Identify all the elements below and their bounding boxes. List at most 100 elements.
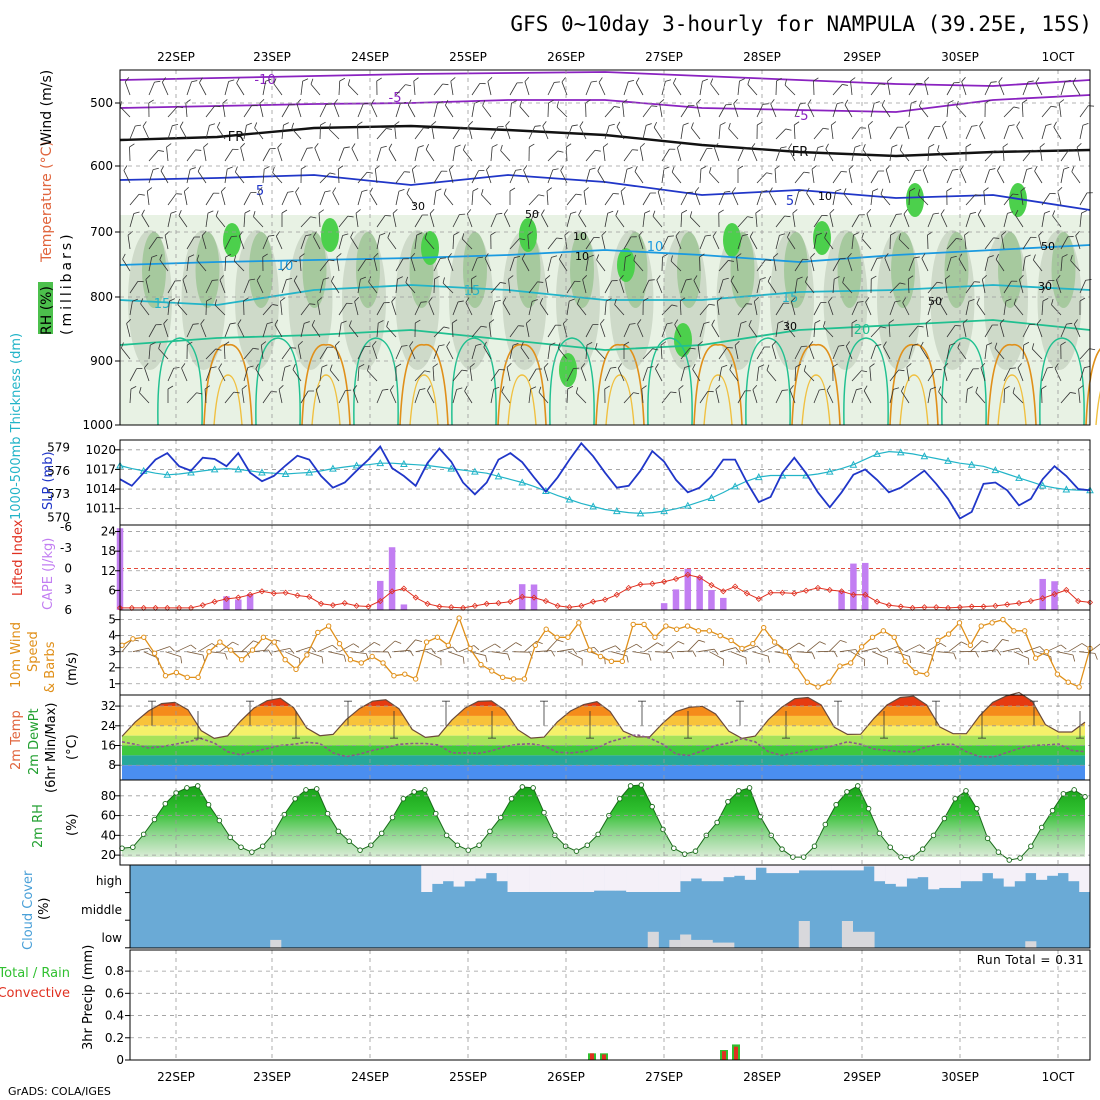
wind-barb-flag bbox=[538, 194, 545, 197]
wind-barb bbox=[634, 166, 644, 184]
wind-barb bbox=[832, 344, 845, 360]
wind-barb-shaft bbox=[129, 301, 133, 316]
wind-barb-shaft bbox=[319, 104, 327, 118]
wind-barb-flag bbox=[660, 341, 667, 346]
thickness-marker bbox=[731, 482, 739, 490]
wind-speed-marker bbox=[358, 660, 364, 666]
wind-barb-shaft bbox=[946, 345, 951, 360]
wind-barb-shaft bbox=[433, 103, 438, 118]
wind-barb-flag bbox=[747, 216, 754, 219]
wind-barb bbox=[161, 77, 169, 96]
wind-barb bbox=[129, 193, 145, 206]
wind-barb-shaft bbox=[623, 81, 629, 96]
wind-barb-flag bbox=[643, 297, 649, 302]
wind-barb-shaft bbox=[146, 191, 150, 206]
wind-barb-flag bbox=[903, 209, 908, 215]
wind-barb bbox=[167, 367, 180, 382]
wind-barb-flag bbox=[585, 99, 591, 104]
barb-flag bbox=[677, 641, 685, 645]
wind-barb bbox=[481, 189, 492, 206]
wind-barb-shaft bbox=[164, 235, 169, 250]
wind-barb bbox=[452, 126, 467, 140]
wind-barb-shaft bbox=[395, 258, 404, 272]
wind-barb bbox=[490, 386, 500, 404]
wind-barb bbox=[319, 103, 332, 118]
wind-barb-flag bbox=[942, 121, 947, 127]
wind-barb bbox=[883, 341, 891, 360]
temp-contour-25 bbox=[399, 344, 449, 426]
wind-barb bbox=[794, 258, 809, 272]
wind-barb-flag bbox=[185, 99, 191, 104]
wind-barb-shaft bbox=[486, 169, 492, 184]
wind-barb-flag bbox=[1064, 79, 1071, 82]
wind-barb-shaft bbox=[927, 301, 933, 316]
wind-barb-shaft bbox=[129, 194, 140, 206]
wind-barb bbox=[357, 189, 368, 206]
wind-barb bbox=[805, 276, 815, 294]
wind-barb bbox=[427, 385, 435, 404]
wind-barb-shaft bbox=[1020, 191, 1024, 206]
wind-barb-flag bbox=[765, 259, 772, 261]
wind-barb-shaft bbox=[813, 302, 821, 316]
rh-marker bbox=[887, 844, 893, 850]
wind-barb bbox=[452, 387, 463, 404]
wind-barb bbox=[315, 385, 321, 404]
tick-label: 600 bbox=[90, 159, 113, 173]
wind-barb bbox=[565, 143, 572, 162]
wind-barb bbox=[1033, 254, 1043, 272]
wind-barb bbox=[566, 124, 578, 140]
wind-barb bbox=[756, 121, 763, 140]
wind-barb-flag bbox=[472, 188, 479, 192]
wind-barb bbox=[528, 368, 543, 382]
wind-barb bbox=[730, 275, 739, 294]
wind-barb-shaft bbox=[243, 192, 251, 206]
wind-barb-flag bbox=[215, 210, 219, 217]
wind-barb-shaft bbox=[471, 257, 478, 272]
wind-barb-shaft bbox=[787, 237, 796, 250]
wind-barb-shaft bbox=[148, 81, 155, 96]
barb-shaft bbox=[970, 640, 983, 652]
wind-barb-flag bbox=[428, 297, 433, 303]
wind-barb-shaft bbox=[946, 103, 949, 118]
barb-flag bbox=[767, 656, 770, 663]
wind-barb-flag bbox=[309, 303, 316, 305]
wind-barb bbox=[661, 253, 668, 272]
wind-barb bbox=[766, 364, 777, 382]
lifted-index-marker bbox=[649, 580, 656, 587]
wind-barb bbox=[598, 77, 606, 96]
cloud-layer-label: middle bbox=[81, 903, 122, 917]
barb-flag bbox=[409, 650, 414, 657]
wind-barb-flag bbox=[787, 231, 791, 238]
wind-barb-shaft bbox=[148, 237, 158, 250]
wind-barb bbox=[946, 238, 962, 250]
wind-barb bbox=[965, 368, 979, 382]
cloud-high-gap bbox=[453, 865, 465, 887]
wind-barb bbox=[262, 78, 272, 96]
wind-barb-flag bbox=[194, 236, 201, 238]
cloud-high-gap bbox=[917, 865, 929, 878]
rh-marker bbox=[627, 783, 634, 789]
surface-wind-barb bbox=[448, 651, 465, 664]
wind-barb bbox=[1021, 99, 1028, 118]
wind-barb-flag bbox=[556, 237, 563, 240]
wind-barb-flag bbox=[360, 276, 367, 280]
wind-barb-shaft bbox=[148, 169, 154, 184]
wind-barb bbox=[237, 319, 245, 338]
wind-barb bbox=[979, 121, 986, 140]
wind-barb-shaft bbox=[889, 126, 898, 140]
wind-barb bbox=[832, 363, 838, 382]
thickness-marker bbox=[163, 470, 172, 478]
wind-barb bbox=[262, 321, 273, 338]
wind-barb-flag bbox=[551, 255, 558, 258]
wind-barb-shaft bbox=[965, 213, 971, 228]
wind-barb-shaft bbox=[596, 259, 606, 272]
rh-marker bbox=[292, 796, 298, 802]
wind-barb-flag bbox=[346, 302, 353, 304]
wind-barb-flag bbox=[646, 123, 652, 126]
wind-speed-marker bbox=[1076, 684, 1082, 690]
wind-barb-flag bbox=[685, 278, 692, 281]
wind-barb bbox=[243, 191, 257, 206]
rh-marker bbox=[746, 785, 753, 791]
barb-flag bbox=[1060, 644, 1067, 650]
wind-barb-flag bbox=[783, 302, 790, 304]
